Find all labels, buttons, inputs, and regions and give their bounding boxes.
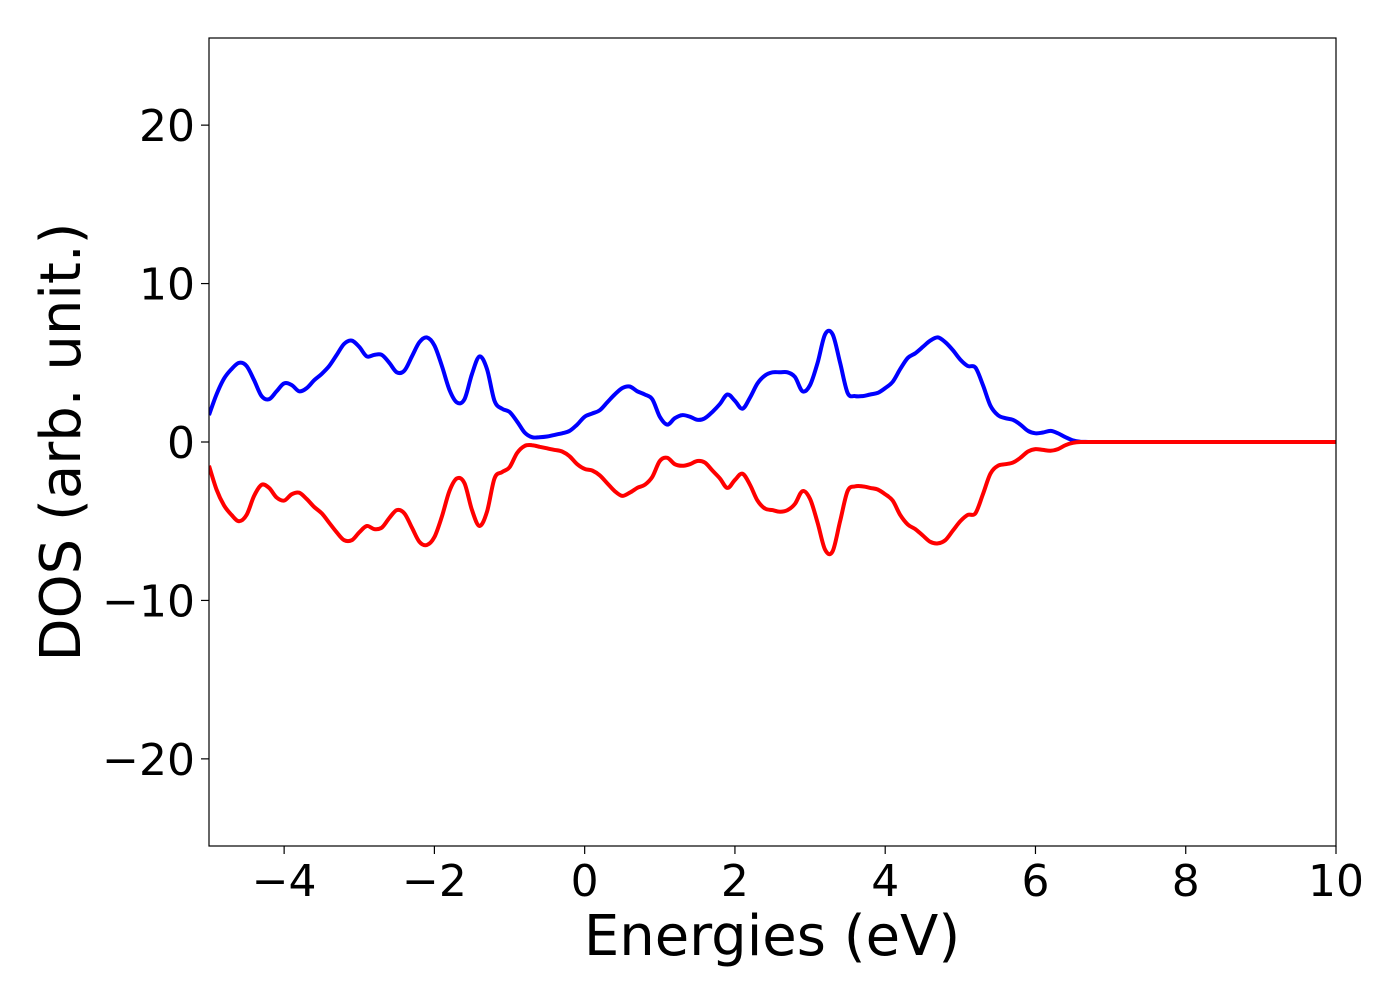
x-tick-label: 8 (1172, 856, 1200, 907)
y-axis-ticks: −20 −10 0 10 20 (102, 101, 209, 786)
series-layer (209, 328, 1336, 557)
x-tick-label: 2 (721, 856, 749, 907)
x-axis-ticks: −4 −2 0 2 4 6 8 10 (252, 846, 1364, 907)
y-tick-label: −10 (102, 576, 195, 627)
x-tick-label: −2 (402, 856, 467, 907)
x-tick-label: 4 (871, 856, 899, 907)
x-tick-label: 10 (1308, 856, 1364, 907)
y-tick-label: −20 (102, 735, 195, 786)
series-line-1 (209, 439, 1336, 557)
y-tick-label: 0 (167, 418, 195, 469)
x-tick-label: −4 (252, 856, 317, 907)
x-axis-label: Energies (eV) (584, 904, 960, 969)
x-tick-label: 0 (571, 856, 599, 907)
y-tick-label: 20 (139, 101, 195, 152)
y-axis-label: DOS (arb. unit.) (29, 222, 94, 661)
y-tick-label: 10 (139, 260, 195, 311)
x-tick-label: 6 (1021, 856, 1049, 907)
